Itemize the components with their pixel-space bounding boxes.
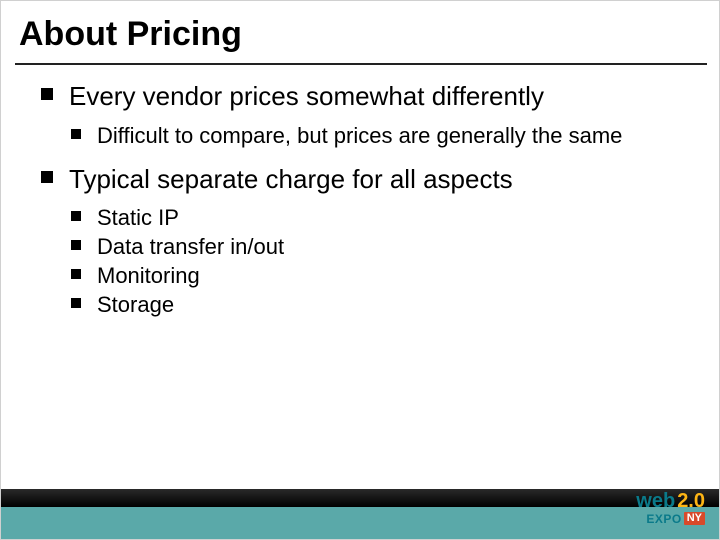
logo-bottom-row: EXPO NY — [646, 512, 705, 525]
bullet-text: Typical separate charge for all aspects — [69, 164, 513, 194]
bullet-level2: Storage — [71, 292, 679, 319]
web20-expo-logo: web 2.0 EXPO NY — [636, 491, 705, 535]
logo-version-text: 2.0 — [677, 491, 705, 511]
bullet-text: Difficult to compare, but prices are gen… — [97, 123, 622, 148]
slide-body: Every vendor prices somewhat differently… — [41, 81, 679, 321]
title-underline — [15, 63, 707, 65]
square-bullet-icon — [71, 129, 81, 139]
logo-expo-text: EXPO — [646, 513, 681, 525]
bullet-level2: Data transfer in/out — [71, 234, 679, 261]
square-bullet-icon — [71, 298, 81, 308]
slide: About Pricing Every vendor prices somewh… — [0, 0, 720, 540]
bullet-level2: Monitoring — [71, 263, 679, 290]
logo-top-row: web 2.0 — [636, 491, 705, 511]
logo-ny-badge: NY — [684, 512, 705, 525]
square-bullet-icon — [41, 171, 53, 183]
square-bullet-icon — [71, 269, 81, 279]
square-bullet-icon — [71, 211, 81, 221]
bullet-level2: Static IP — [71, 205, 679, 232]
square-bullet-icon — [41, 88, 53, 100]
square-bullet-icon — [71, 240, 81, 250]
bullet-level2: Difficult to compare, but prices are gen… — [71, 123, 679, 150]
bullet-level1: Typical separate charge for all aspects — [41, 164, 679, 196]
bullet-text: Static IP — [97, 205, 179, 230]
bullet-text: Every vendor prices somewhat differently — [69, 81, 544, 111]
logo-web-text: web — [636, 491, 675, 511]
bullet-text: Monitoring — [97, 263, 200, 288]
bullet-text: Storage — [97, 292, 174, 317]
footer-dark-stripe — [1, 489, 719, 507]
slide-footer: web 2.0 EXPO NY — [1, 489, 719, 539]
bullet-level1: Every vendor prices somewhat differently — [41, 81, 679, 113]
footer-teal-stripe — [1, 507, 719, 539]
bullet-text: Data transfer in/out — [97, 234, 284, 259]
slide-title: About Pricing — [19, 15, 242, 54]
